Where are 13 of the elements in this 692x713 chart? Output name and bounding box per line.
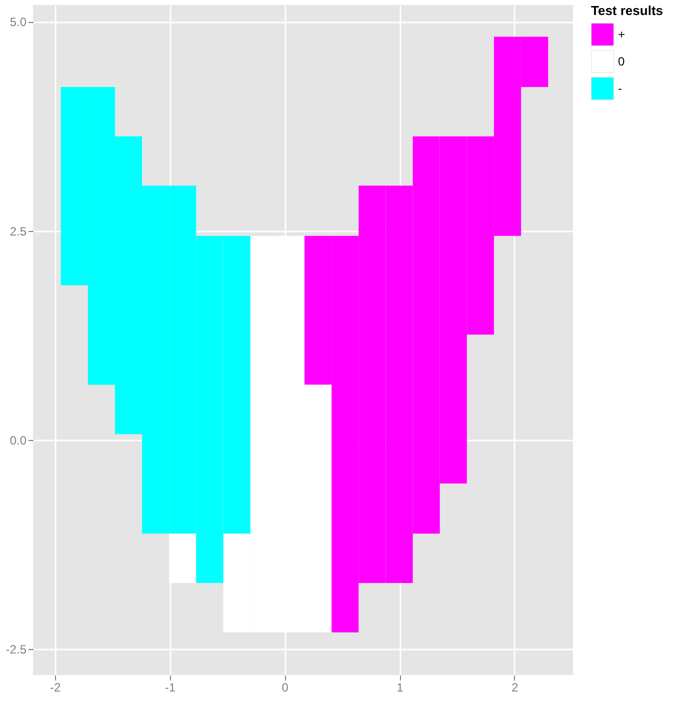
legend-label: - bbox=[618, 82, 622, 96]
x-tick-label: 1 bbox=[396, 680, 404, 694]
x-tick-label: 0 bbox=[282, 680, 289, 694]
x-tick-label: -1 bbox=[164, 680, 176, 694]
y-tick-label: 0.0 bbox=[10, 433, 27, 448]
x-tick-label: -2 bbox=[50, 680, 61, 694]
y-tick-label: 2.5 bbox=[10, 224, 27, 238]
y-tick-label: -2.5 bbox=[6, 642, 27, 657]
y-tick-label: 5.0 bbox=[10, 15, 27, 30]
legend-label: 0 bbox=[618, 54, 625, 68]
legend-title: Test results bbox=[591, 3, 664, 18]
legend-label: + bbox=[618, 28, 626, 42]
x-tick-label: 2 bbox=[512, 680, 519, 694]
